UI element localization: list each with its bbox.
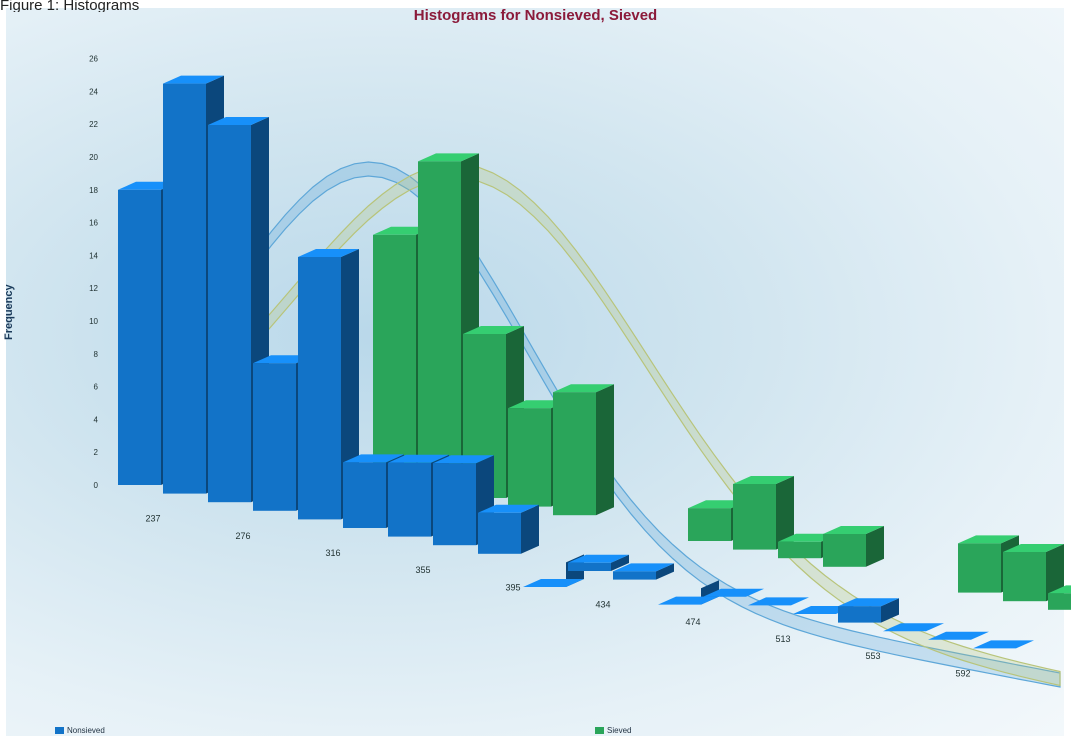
- x-tick-label: 434: [595, 600, 610, 610]
- nonsieved-bar-17: [883, 623, 944, 632]
- y-tick-label: 24: [89, 87, 98, 96]
- y-tick-label: 4: [94, 415, 99, 424]
- nonsieved-bar-11: [613, 563, 674, 580]
- y-tick-label: 20: [89, 153, 98, 162]
- y-tick-label: 6: [94, 383, 99, 392]
- y-tick-label: 26: [89, 55, 98, 64]
- nonsieved-bar-18: [928, 631, 989, 640]
- y-tick-label: 2: [94, 448, 99, 457]
- sieved-bar-11: [733, 476, 794, 550]
- legend-label-sieved: Sieved: [607, 726, 632, 735]
- legend-item-nonsieved: Nonsieved: [55, 726, 105, 735]
- y-tick-label: 16: [89, 219, 98, 228]
- chart-title: Histograms for Nonsieved, Sieved: [413, 7, 658, 24]
- nonsieved-bar-12: [658, 580, 719, 605]
- legend-swatch-nonsieved: [55, 727, 64, 734]
- legend-label-nonsieved: Nonsieved: [67, 726, 105, 735]
- sieved-bar-17: [1003, 544, 1064, 602]
- y-tick-label: 0: [94, 481, 99, 490]
- nonsieved-bar-4: [298, 249, 359, 520]
- sieved-bar-7: [553, 384, 614, 516]
- nonsieved-bar-16: [838, 598, 899, 623]
- y-tick-label: 8: [94, 350, 99, 359]
- top-caption-fragment: Figure 1: Histograms: [0, 0, 140, 12]
- x-tick-label: 474: [685, 617, 700, 627]
- y-tick-label: 10: [89, 317, 98, 326]
- nonsieved-bar-19: [973, 640, 1034, 649]
- x-tick-label: 553: [865, 651, 880, 661]
- x-tick-label: 513: [775, 634, 790, 644]
- x-tick-label: 237: [145, 514, 160, 524]
- legend-item-sieved: Sieved: [595, 726, 631, 735]
- sieved-bar-18: [1048, 585, 1071, 610]
- x-tick-label: 316: [325, 548, 340, 558]
- fit-curve-sieved: [229, 163, 1061, 687]
- x-tick-label: 395: [505, 582, 520, 592]
- legend-swatch-sieved: [595, 727, 604, 734]
- nonsieved-bar-13: [703, 588, 764, 597]
- nonsieved-bar-8: [478, 504, 539, 554]
- x-tick-label: 355: [415, 565, 430, 575]
- x-tick-label: 592: [955, 668, 970, 678]
- y-tick-label: 14: [89, 251, 98, 260]
- y-tick-label: 18: [89, 186, 98, 195]
- nonsieved-bar-10: [568, 554, 629, 571]
- y-tick-label: 12: [89, 284, 98, 293]
- fit-curve-nonsieved: [229, 161, 1061, 688]
- nonsieved-bar-14: [748, 597, 809, 606]
- x-tick-label: 276: [235, 531, 250, 541]
- sieved-bar-13: [823, 526, 884, 567]
- y-tick-label: 22: [89, 120, 98, 129]
